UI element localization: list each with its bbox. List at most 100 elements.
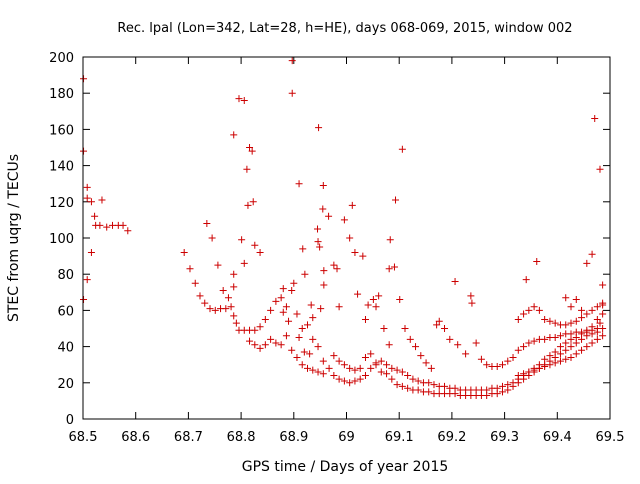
data-point xyxy=(261,341,269,349)
data-point xyxy=(309,335,317,343)
data-point xyxy=(282,332,290,340)
data-point xyxy=(514,315,522,323)
data-point xyxy=(583,328,591,336)
data-point xyxy=(279,285,287,293)
data-point xyxy=(398,368,406,376)
x-axis-label: GPS time / Days of year 2015 xyxy=(242,459,449,475)
data-point xyxy=(599,310,607,318)
data-point xyxy=(588,323,596,331)
data-point xyxy=(483,386,491,394)
data-point xyxy=(307,301,315,309)
data-point xyxy=(417,352,425,360)
axis-ticks: 68.5 68.6 68.7 68.8 68.9 69 69.1 69.2 69.3 69.4 69… xyxy=(49,51,624,445)
data-point xyxy=(427,364,435,372)
y-tick-label: 200 xyxy=(49,51,74,66)
data-point xyxy=(367,350,375,358)
y-tick-label: 140 xyxy=(49,160,74,175)
data-point xyxy=(300,348,308,356)
data-point xyxy=(409,375,417,383)
data-point xyxy=(398,145,406,153)
data-point xyxy=(385,341,393,349)
data-point xyxy=(356,364,364,372)
data-point xyxy=(588,339,596,347)
data-point xyxy=(567,335,575,343)
data-point xyxy=(468,299,476,307)
data-point xyxy=(325,364,333,372)
y-axis-label: STEC from uqrg / TECUs xyxy=(6,154,22,322)
data-point xyxy=(256,248,264,256)
data-point xyxy=(567,303,575,311)
data-point xyxy=(383,370,391,378)
data-point xyxy=(288,286,296,294)
data-point xyxy=(414,386,422,394)
data-point xyxy=(383,361,391,369)
data-point xyxy=(393,366,401,374)
data-point xyxy=(514,346,522,354)
data-point xyxy=(392,196,400,204)
data-point xyxy=(314,343,322,351)
data-point xyxy=(91,212,99,220)
data-point xyxy=(354,290,362,298)
data-point xyxy=(351,248,359,256)
y-tick-label: 100 xyxy=(49,232,74,247)
data-point xyxy=(556,350,564,358)
data-point xyxy=(441,382,449,390)
data-point xyxy=(567,353,575,361)
data-point xyxy=(535,364,543,372)
data-point xyxy=(230,312,238,320)
data-point xyxy=(272,339,280,347)
y-tick-label: 180 xyxy=(49,87,74,102)
data-point xyxy=(451,277,459,285)
data-point xyxy=(83,183,91,191)
data-point xyxy=(551,348,559,356)
x-tick-label: 69.5 xyxy=(596,430,625,445)
data-point xyxy=(504,381,512,389)
data-point xyxy=(208,234,216,242)
data-point xyxy=(425,379,433,387)
data-point xyxy=(396,296,404,304)
data-point xyxy=(96,221,104,229)
data-point xyxy=(295,180,303,188)
data-point xyxy=(562,294,570,302)
data-point xyxy=(333,265,341,273)
data-point xyxy=(572,317,580,325)
data-point xyxy=(562,321,570,329)
data-point xyxy=(599,332,607,340)
data-point xyxy=(80,75,88,83)
data-point xyxy=(314,368,322,376)
data-point xyxy=(556,357,564,365)
data-point xyxy=(319,370,327,378)
data-point xyxy=(282,303,290,311)
data-point xyxy=(306,350,314,358)
data-point xyxy=(477,355,485,363)
data-point xyxy=(572,334,580,342)
x-tick-label: 68.6 xyxy=(121,430,150,445)
data-point xyxy=(504,357,512,365)
y-tick-label: 120 xyxy=(49,196,74,211)
data-point xyxy=(256,344,264,352)
data-point xyxy=(498,382,506,390)
x-tick-label: 68.8 xyxy=(227,430,256,445)
data-point xyxy=(596,165,604,173)
data-point xyxy=(251,326,259,334)
data-point xyxy=(430,381,438,389)
data-point xyxy=(267,306,275,314)
data-point xyxy=(435,317,443,325)
data-point xyxy=(578,346,586,354)
data-point xyxy=(351,366,359,374)
data-point xyxy=(525,368,533,376)
data-point xyxy=(588,250,596,258)
data-point xyxy=(320,281,328,289)
data-point xyxy=(340,361,348,369)
data-point xyxy=(359,252,367,260)
data-point xyxy=(230,270,238,278)
data-point xyxy=(277,294,285,302)
data-point xyxy=(578,330,586,338)
data-point xyxy=(530,366,538,374)
data-point xyxy=(356,375,364,383)
data-points xyxy=(80,57,607,399)
data-point xyxy=(367,364,375,372)
data-point xyxy=(406,335,414,343)
